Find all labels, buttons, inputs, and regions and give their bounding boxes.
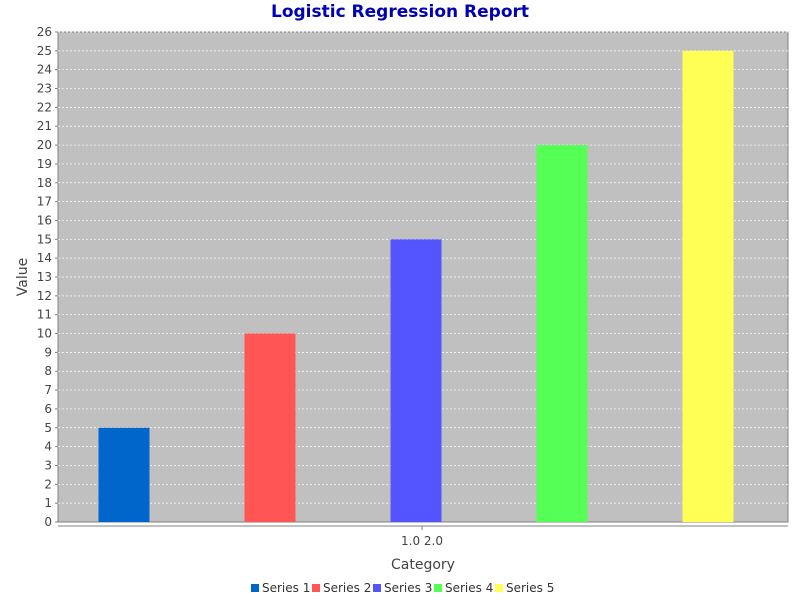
y-tick-label: 24 (37, 63, 52, 77)
bar-series-3 (390, 239, 442, 523)
y-tick-label: 23 (37, 82, 52, 96)
legend-label: Series 1 (262, 581, 310, 595)
y-axis-label: Value (15, 258, 31, 296)
x-axis: 1.0 2.0 (58, 525, 788, 548)
legend-swatch (312, 584, 320, 592)
y-tick-label: 26 (37, 25, 52, 39)
y-tick-label: 5 (44, 421, 52, 435)
legend-swatch (495, 584, 503, 592)
y-tick-label: 20 (37, 138, 52, 152)
legend-swatch (434, 584, 442, 592)
legend-label: Series 2 (323, 581, 371, 595)
legend-label: Series 3 (384, 581, 432, 595)
y-tick-label: 1 (44, 496, 52, 510)
y-tick-label: 12 (37, 289, 52, 303)
y-tick-label: 0 (44, 515, 52, 529)
y-tick-label: 19 (37, 157, 52, 171)
legend-swatch (373, 584, 381, 592)
legend-label: Series 5 (506, 581, 554, 595)
y-tick-label: 21 (37, 119, 52, 133)
legend-item: Series 2 (312, 581, 371, 595)
bar-series-5 (682, 50, 734, 523)
y-tick-label: 22 (37, 100, 52, 114)
legend-item: Series 5 (495, 581, 554, 595)
y-axis: 0123456789101112131415161718192021222324… (37, 25, 58, 529)
chart-title: Logistic Regression Report (271, 2, 529, 22)
bar-series-4 (536, 145, 588, 522)
legend-item: Series 3 (373, 581, 432, 595)
y-tick-label: 8 (44, 364, 52, 378)
legend-label: Series 4 (445, 581, 493, 595)
legend: Series 1 Series 2 Series 3 Series 4 Series 5 (251, 581, 554, 595)
y-tick-label: 15 (37, 232, 52, 246)
y-tick-label: 3 (44, 458, 52, 472)
x-axis-label: Category (391, 557, 455, 573)
y-tick-label: 11 (37, 308, 52, 322)
y-tick-label: 10 (37, 327, 52, 341)
y-tick-label: 25 (37, 44, 52, 58)
y-tick-label: 4 (44, 440, 52, 454)
legend-item: Series 1 (251, 581, 310, 595)
bars (98, 50, 734, 523)
y-tick-label: 13 (37, 270, 52, 284)
legend-item: Series 4 (434, 581, 493, 595)
y-tick-label: 16 (37, 213, 52, 227)
y-tick-label: 14 (37, 251, 52, 265)
y-tick-label: 9 (44, 345, 52, 359)
y-tick-label: 17 (37, 195, 52, 209)
x-tick-label: 1.0 2.0 (401, 534, 443, 548)
y-tick-label: 7 (44, 383, 52, 397)
y-tick-label: 2 (44, 477, 52, 491)
y-tick-label: 18 (37, 176, 52, 190)
bar-series-1 (98, 427, 150, 522)
legend-swatch (251, 584, 259, 592)
bar-series-2 (244, 333, 296, 522)
y-tick-label: 6 (44, 402, 52, 416)
